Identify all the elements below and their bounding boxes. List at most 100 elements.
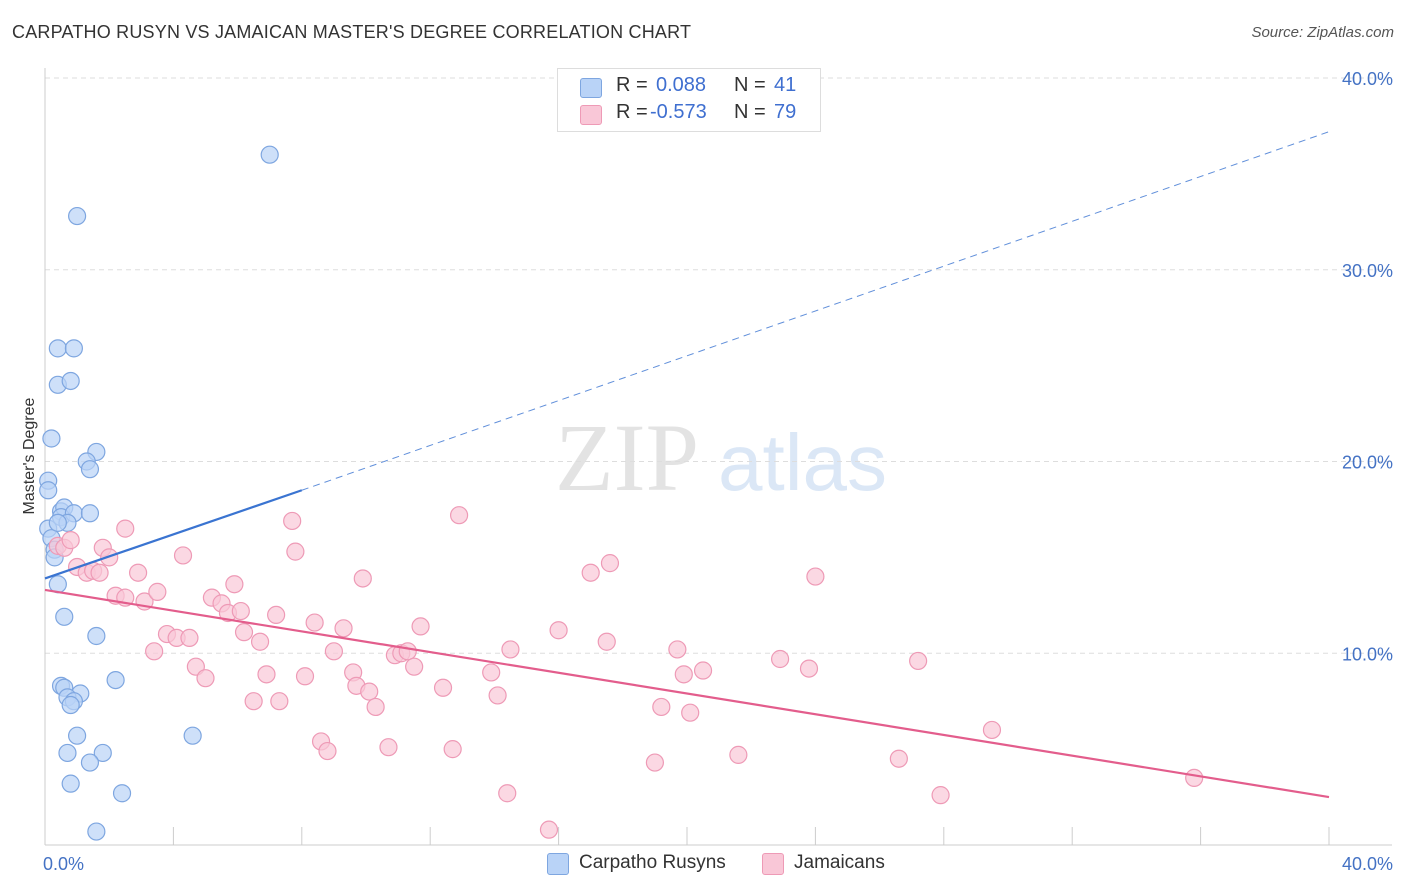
- x-tick-label: 40.0%: [1342, 854, 1393, 874]
- data-point: [67, 726, 87, 745]
- legend-r-value: -0.573: [650, 101, 707, 123]
- data-point: [729, 745, 748, 764]
- trend-line: [44, 588, 1330, 799]
- data-point: [286, 542, 305, 561]
- data-point: [180, 628, 199, 648]
- data-point: [693, 661, 713, 680]
- data-point: [600, 554, 620, 573]
- data-point: [433, 678, 453, 697]
- watermark-zip: ZIP: [555, 404, 699, 511]
- data-point: [93, 743, 112, 763]
- source-credit: Source: ZipAtlas.com: [1251, 24, 1394, 41]
- data-point: [61, 695, 80, 715]
- data-point: [353, 569, 372, 588]
- axes: [44, 68, 1392, 846]
- data-point: [379, 738, 398, 757]
- data-point: [267, 605, 286, 625]
- data-point: [411, 617, 430, 636]
- data-point: [305, 613, 324, 632]
- data-point: [443, 740, 462, 759]
- data-point: [498, 784, 517, 803]
- legend-r-value: 0.088: [656, 74, 707, 96]
- legend-swatch-blue: [580, 78, 602, 98]
- trend-lines: [44, 131, 1330, 799]
- data-point: [106, 670, 125, 690]
- data-point: [366, 697, 385, 717]
- data-point: [87, 626, 106, 646]
- data-point: [87, 822, 106, 841]
- data-point: [398, 642, 417, 661]
- data-point: [889, 749, 908, 768]
- data-point: [931, 786, 950, 805]
- data-point: [234, 623, 254, 642]
- data-point: [231, 601, 250, 621]
- data-point: [645, 753, 665, 772]
- data-point: [449, 506, 469, 525]
- x-tick-label: 0.0%: [43, 854, 84, 874]
- data-point: [80, 504, 100, 523]
- data-point: [318, 741, 337, 761]
- y-tick-labels: 10.0% 20.0% 30.0% 40.0%: [1342, 69, 1393, 664]
- watermark-atlas: atlas: [718, 418, 887, 507]
- grid-lines: [45, 77, 1392, 654]
- data-point: [80, 753, 100, 772]
- data-point: [48, 513, 67, 532]
- data-point: [42, 429, 61, 448]
- series-jamaicans: [48, 506, 1204, 839]
- trend-line-dashed: [301, 131, 1330, 491]
- data-point: [173, 546, 193, 565]
- data-point: [488, 686, 507, 705]
- x-tick-labels: 0.0% 40.0%: [43, 854, 1393, 874]
- data-point: [55, 607, 74, 626]
- data-point: [183, 726, 202, 745]
- data-point: [58, 743, 77, 763]
- legend-label: Jamaicans: [794, 852, 885, 873]
- data-point: [360, 682, 379, 701]
- data-point: [581, 563, 600, 582]
- data-point: [681, 703, 700, 722]
- legend-n-label: N =: [734, 74, 766, 96]
- data-point: [539, 820, 559, 839]
- data-point: [48, 339, 67, 358]
- data-point: [806, 567, 825, 586]
- data-point: [225, 575, 244, 594]
- data-point: [549, 621, 568, 640]
- data-point: [116, 519, 135, 538]
- legend-n-value: 41: [774, 74, 797, 96]
- data-point: [909, 651, 928, 671]
- data-point: [39, 481, 58, 500]
- data-point: [668, 640, 687, 659]
- data-point: [80, 460, 100, 479]
- data-point: [61, 774, 80, 793]
- trend-line: [44, 489, 303, 580]
- data-point: [799, 659, 819, 678]
- data-point: [148, 582, 167, 601]
- y-tick-label: 40.0%: [1342, 69, 1393, 89]
- data-point: [90, 563, 109, 582]
- data-point: [482, 663, 501, 682]
- data-point: [283, 511, 302, 531]
- data-point: [501, 640, 520, 659]
- legend-swatch-blue: [547, 853, 569, 875]
- legend-n-value: 79: [774, 101, 797, 123]
- data-point: [405, 657, 424, 676]
- data-point: [196, 669, 215, 688]
- y-tick-label: 10.0%: [1342, 644, 1393, 664]
- data-point: [334, 619, 353, 638]
- data-point: [128, 563, 148, 582]
- data-point: [112, 784, 132, 803]
- legend-n-label: N =: [734, 101, 766, 123]
- data-point: [597, 632, 616, 651]
- data-point: [674, 665, 693, 684]
- y-tick-label: 20.0%: [1342, 453, 1393, 473]
- stats-legend: R = 0.088 N = 41 R = -0.573 N = 79: [557, 68, 821, 132]
- legend-swatch-pink: [580, 105, 602, 125]
- data-point: [260, 145, 279, 164]
- data-point: [250, 632, 270, 651]
- watermark: ZIP atlas: [555, 404, 887, 511]
- chart-title: CARPATHO RUSYN VS JAMAICAN MASTER'S DEGR…: [12, 22, 692, 42]
- data-point: [982, 720, 1002, 740]
- data-point: [145, 642, 164, 661]
- legend-r-label: R =: [616, 101, 648, 123]
